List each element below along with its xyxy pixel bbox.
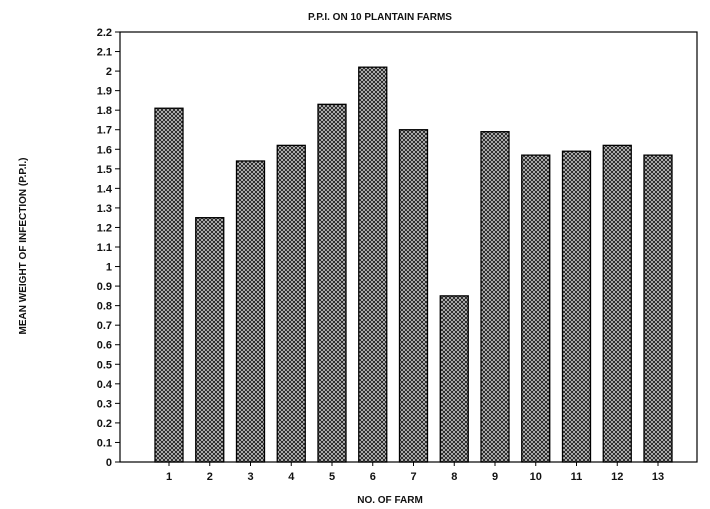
bar-farm-10 (521, 154, 551, 463)
y-axis-label: MEAN WEIGHT OF INFECTION (P.P.I.) (18, 158, 29, 335)
bar-farm-5 (317, 103, 347, 463)
x-tick-label: 7 (410, 471, 416, 483)
y-tick-label: 1.1 (97, 242, 112, 254)
bar-farm-13 (643, 154, 673, 463)
y-tick-label: 1.5 (97, 164, 112, 176)
bar-farm-7 (398, 129, 429, 463)
x-tick-label: 6 (370, 471, 376, 483)
bar-farm-4 (276, 144, 306, 463)
x-tick-label: 11 (571, 471, 583, 483)
y-tick-label: 1.8 (97, 105, 112, 117)
x-tick-label: 12 (611, 471, 623, 483)
bar-farm-8 (439, 295, 469, 463)
y-tick-label: 2.1 (97, 47, 112, 59)
y-tick-label: 0.5 (97, 359, 112, 371)
x-tick-label: 8 (451, 471, 457, 483)
x-tick-label: 13 (652, 471, 664, 483)
y-tick-label: 0 (106, 457, 112, 469)
bar-farm-2 (195, 217, 225, 463)
bar-farm-1 (154, 107, 184, 463)
x-tick-label: 9 (492, 471, 498, 483)
y-tick-label: 0.8 (97, 301, 112, 313)
bar-farm-11 (561, 150, 592, 463)
bar-farm-3 (235, 160, 266, 463)
y-axis-ticks: 0 0.1 0.2 0.3 0.4 0.5 0.6 0.7 0.8 0.9 1 1.1 1.2 1.3 1.… (97, 27, 120, 469)
y-tick-label: 0.4 (97, 379, 113, 391)
bar-farm-12 (602, 144, 632, 463)
x-axis-ticks: 1 2 3 4 5 6 7 8 9 10 11 12 13 (166, 462, 664, 483)
bars (154, 66, 673, 463)
y-tick-label: 0.7 (97, 320, 112, 332)
x-tick-label: 1 (166, 471, 172, 483)
x-tick-label: 2 (207, 471, 213, 483)
y-tick-label: 1 (106, 262, 112, 274)
y-tick-label: 0.1 (97, 437, 112, 449)
y-tick-label: 0.2 (97, 418, 112, 430)
y-tick-label: 0.9 (97, 281, 112, 293)
x-axis-label: NO. OF FARM (357, 495, 423, 506)
y-tick-label: 0.3 (97, 398, 112, 410)
bar-farm-9 (480, 131, 510, 463)
x-tick-label: 10 (530, 471, 542, 483)
y-tick-label: 0.6 (97, 340, 112, 352)
bar-farm-6 (358, 66, 388, 463)
y-tick-label: 2 (106, 66, 112, 78)
y-tick-label: 1.3 (97, 203, 112, 215)
y-tick-label: 2.2 (97, 27, 112, 39)
y-tick-label: 1.6 (97, 144, 112, 156)
x-tick-label: 3 (247, 471, 253, 483)
chart-title: P.P.I. ON 10 PLANTAIN FARMS (308, 12, 452, 23)
x-tick-label: 4 (288, 471, 295, 483)
y-tick-label: 1.9 (97, 86, 112, 98)
y-tick-label: 1.4 (97, 183, 113, 195)
x-tick-label: 5 (329, 471, 335, 483)
y-tick-label: 1.7 (97, 125, 112, 137)
y-tick-label: 1.2 (97, 222, 112, 234)
